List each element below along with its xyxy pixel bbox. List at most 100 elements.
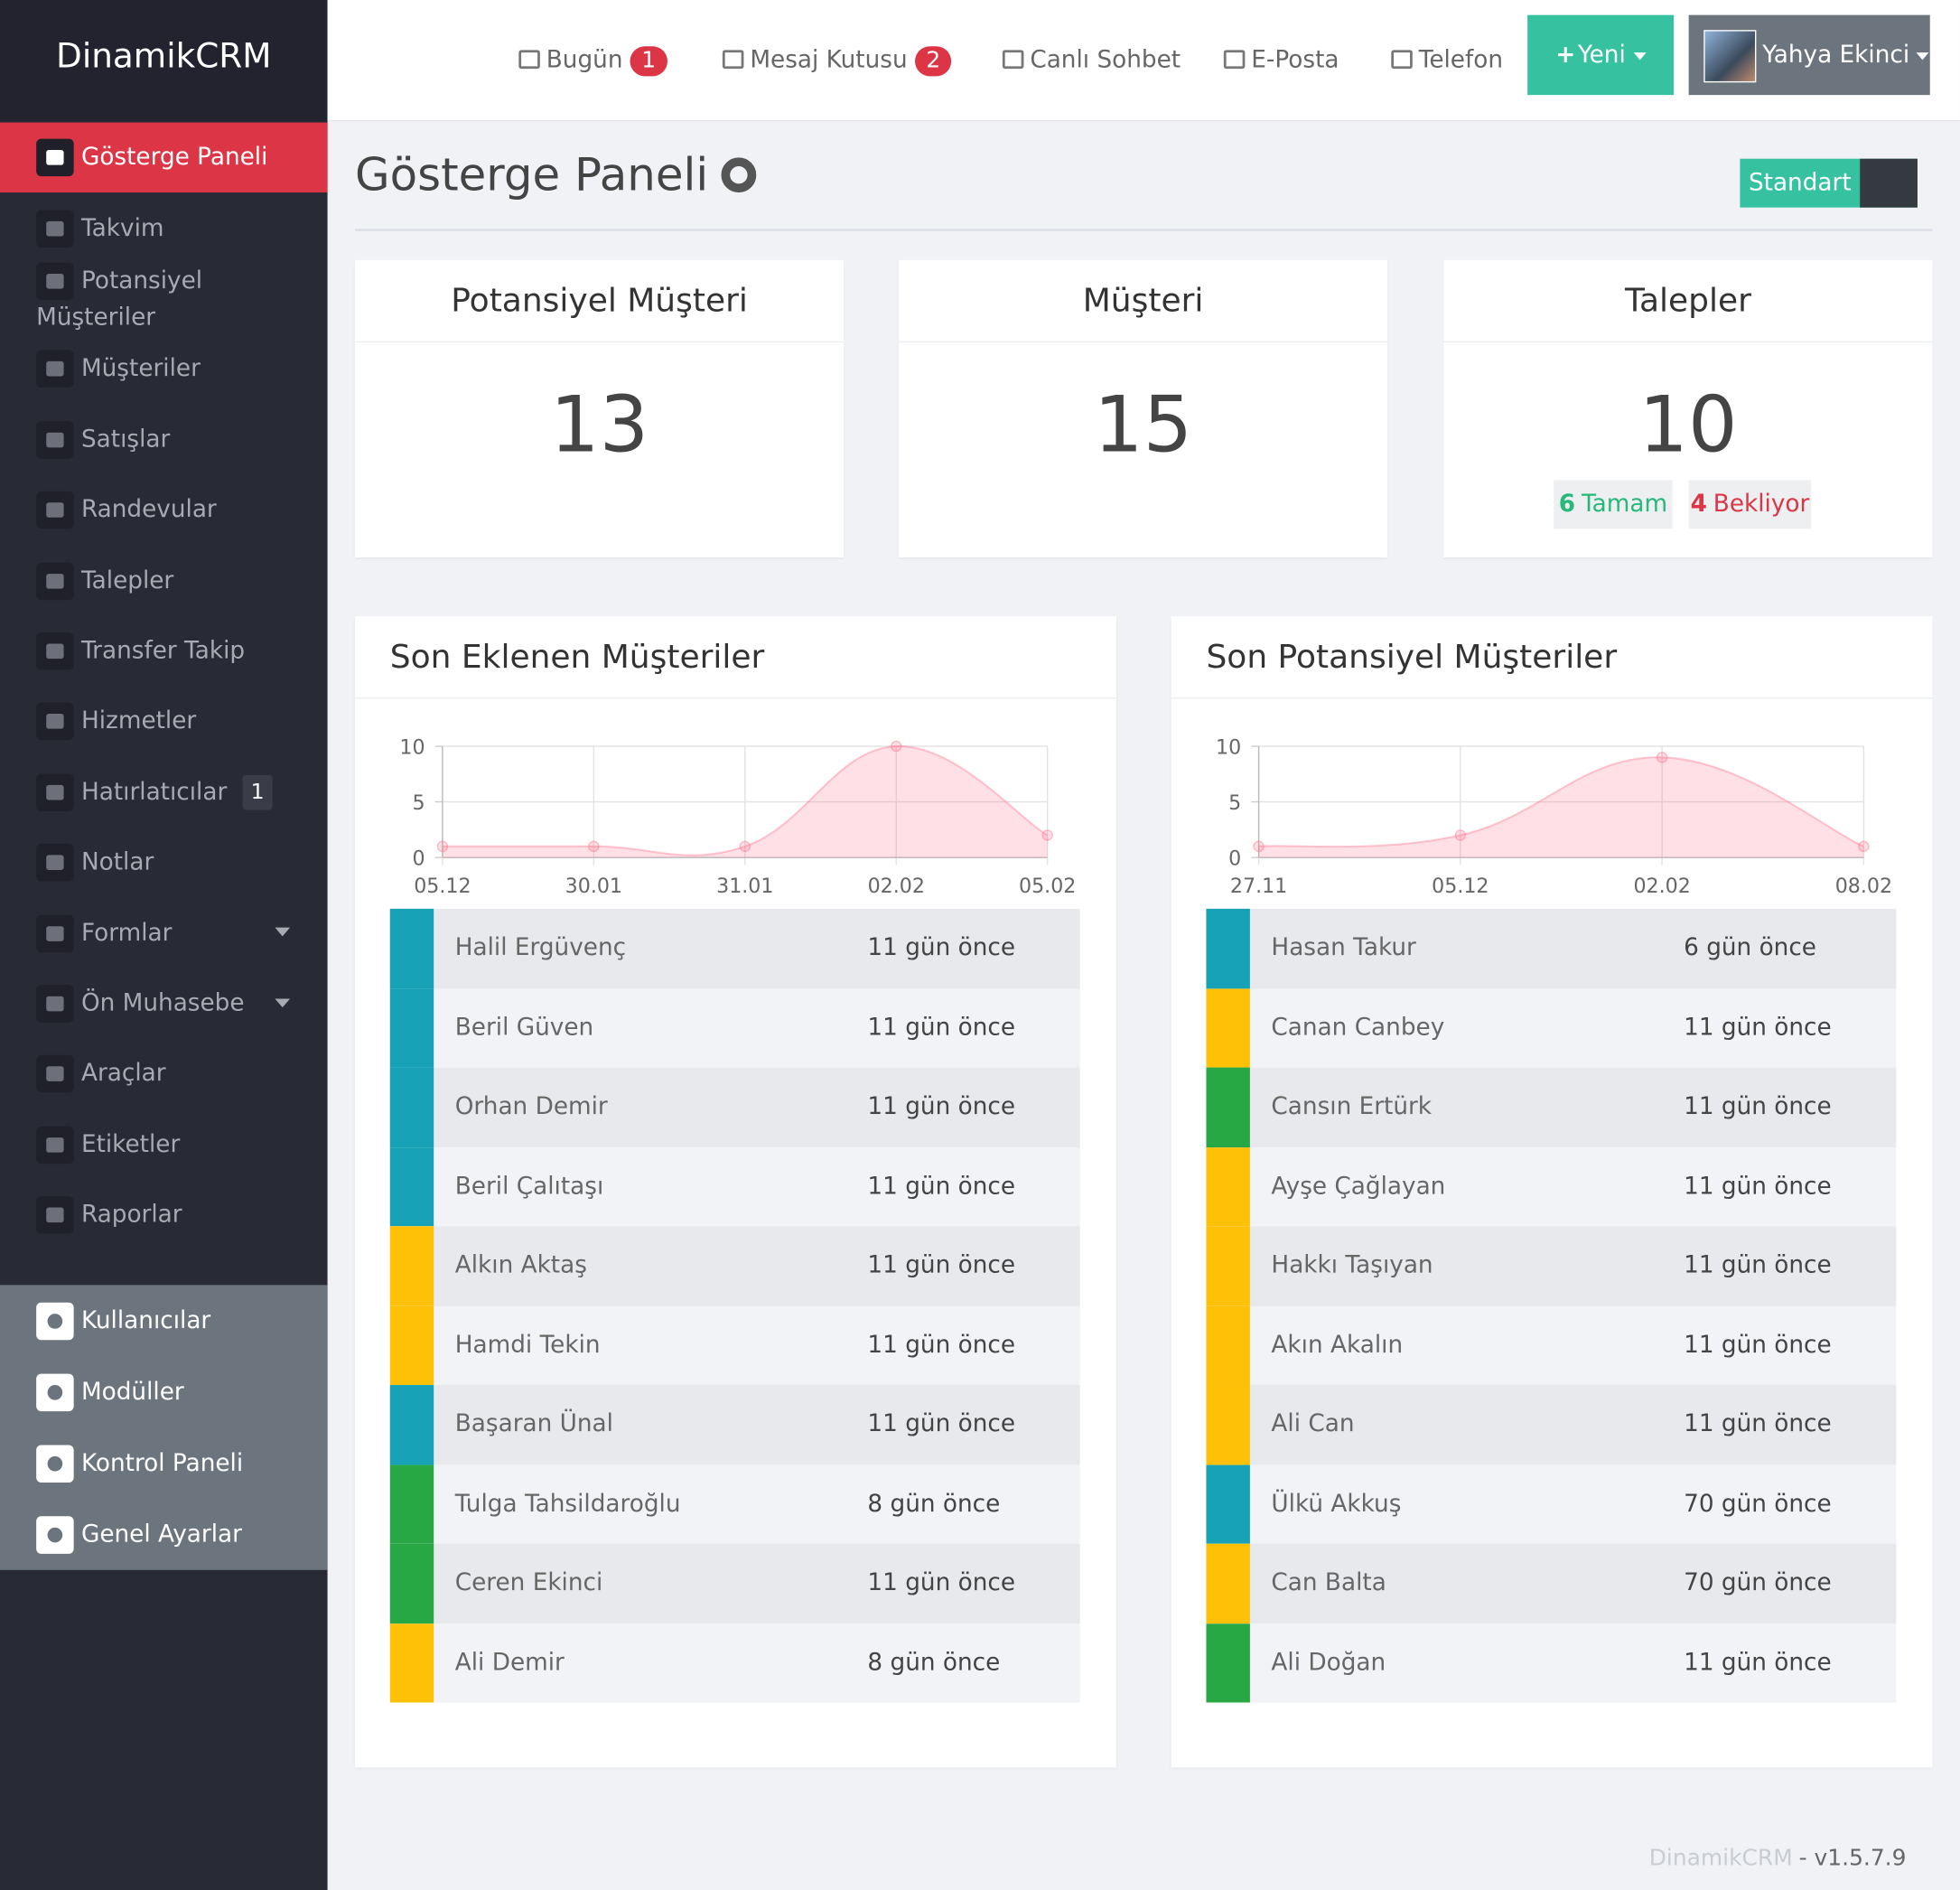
divider	[355, 229, 1933, 231]
admin-label: Modüller	[80, 1377, 184, 1406]
sidebar-item[interactable]: Müşteriler	[0, 334, 328, 405]
status-bar	[389, 1623, 434, 1703]
icon	[36, 773, 74, 811]
x-tick-label: 02.02	[1633, 875, 1690, 898]
sidebar-item[interactable]: Transfer Takip	[0, 616, 328, 687]
admin-item[interactable]: Kullanıcılar	[0, 1285, 328, 1356]
sidebar-link: Etiketler	[36, 1126, 293, 1164]
admin-item[interactable]: Kontrol Paneli	[0, 1427, 328, 1499]
row-time: 8 gün önce	[867, 1489, 1001, 1517]
row-time: 11 gün önce	[867, 1330, 1016, 1359]
list-row[interactable]: Can Balta 70 gün önce	[1206, 1543, 1897, 1623]
list-row[interactable]: Canan Canbey 11 gün önce	[1206, 987, 1897, 1068]
done-label: Tamam	[1581, 490, 1668, 518]
badge: 1	[241, 775, 274, 810]
sidebar-item[interactable]: Satışlar	[0, 405, 328, 475]
stat-card: Müşteri 15	[899, 259, 1388, 558]
row-time: 11 gün önce	[1684, 1409, 1832, 1438]
badge: 2	[914, 46, 952, 77]
glyph	[46, 220, 64, 236]
topbar-link[interactable]: Bugün 1	[518, 42, 667, 78]
status-bar	[389, 908, 434, 988]
sidebar-item[interactable]: Randevular	[0, 475, 328, 546]
sidebar-item[interactable]: Takvim	[0, 193, 328, 264]
list-row[interactable]: Halil Ergüvenç 11 gün önce	[389, 908, 1080, 988]
status-bar	[389, 1464, 434, 1544]
row-name: Başaran Ünal	[454, 1409, 613, 1438]
sidebar-label: Randevular	[80, 495, 217, 524]
sidebar-item[interactable]: Formlar	[0, 898, 328, 968]
row-time: 11 gün önce	[867, 1250, 1016, 1279]
sidebar-link: Potansiyel Müşteriler	[36, 262, 293, 335]
admin-link: Modüller	[36, 1372, 184, 1411]
line	[442, 744, 1049, 856]
topbar-link[interactable]: Mesaj Kutusu 2	[722, 42, 952, 78]
list-row[interactable]: Ayşe Çağlayan 11 gün önce	[1206, 1146, 1897, 1227]
x-tick-label: 05.12	[414, 875, 471, 898]
row-time: 11 gün önce	[1684, 1092, 1832, 1120]
list-row[interactable]: Tulga Tahsildaroğlu 8 gün önce	[389, 1464, 1080, 1544]
row-name: Hasan Takur	[1271, 933, 1416, 961]
sidebar-item[interactable]: Talepler	[0, 546, 328, 616]
sidebar-item[interactable]: Notlar	[0, 828, 328, 898]
topbar-label: Telefon	[1418, 46, 1503, 74]
sidebar-item[interactable]: Etiketler	[0, 1109, 328, 1180]
user-menu[interactable]: Yahya Ekinci	[1688, 14, 1930, 96]
list-row[interactable]: Beril Çalıtaşı 11 gün önce	[389, 1146, 1080, 1227]
stat-card: Potansiyel Müşteri 13	[355, 259, 845, 558]
list-row[interactable]: Alkın Aktaş 11 gün önce	[389, 1226, 1080, 1306]
sidebar-label: Transfer Takip	[80, 636, 246, 665]
row-time: 70 gün önce	[1684, 1568, 1832, 1596]
row-name: Tulga Tahsildaroğlu	[454, 1489, 681, 1517]
sidebar-link: Gösterge Paneli	[36, 138, 293, 177]
row-name: Ülkü Akkuş	[1271, 1489, 1402, 1517]
row-name: Alkın Aktaş	[454, 1250, 587, 1279]
list-row[interactable]: Ali Demir 8 gün önce	[389, 1623, 1080, 1703]
list-row[interactable]: Akın Akalın 11 gün önce	[1206, 1305, 1897, 1386]
list-row[interactable]: Ceren Ekinci 11 gün önce	[389, 1543, 1080, 1623]
icon	[36, 1372, 74, 1411]
icon	[36, 1444, 74, 1483]
glyph	[46, 714, 64, 730]
list-row[interactable]: Hasan Takur 6 gün önce	[1206, 908, 1897, 988]
topbar-link[interactable]: Telefon	[1391, 42, 1503, 78]
point	[436, 840, 449, 853]
status-bar	[1206, 908, 1250, 988]
glyph	[46, 996, 64, 1012]
list-row[interactable]: Orhan Demir 11 gün önce	[389, 1067, 1080, 1147]
sidebar-item[interactable]: Potansiyel Müşteriler	[0, 262, 328, 335]
sidebar: DinamikCRM Gösterge Paneli Takvim Potansiye…	[0, 0, 328, 1890]
list-row[interactable]: Hakkı Taşıyan 11 gün önce	[1206, 1226, 1897, 1306]
list-row[interactable]: Ali Doğan 11 gün önce	[1206, 1623, 1897, 1703]
admin-item[interactable]: Genel Ayarlar	[0, 1499, 328, 1570]
sidebar-item[interactable]: Raporlar	[0, 1180, 328, 1250]
list-row[interactable]: Cansın Ertürk 11 gün önce	[1206, 1067, 1897, 1147]
list-row[interactable]: Ali Can 11 gün önce	[1206, 1385, 1897, 1464]
sidebar-item[interactable]: Hizmetler	[0, 687, 328, 757]
status-bar	[389, 1226, 434, 1306]
list-row[interactable]: Hamdi Tekin 11 gün önce	[389, 1305, 1080, 1386]
sidebar-link: Hizmetler	[36, 703, 293, 741]
topbar-link[interactable]: E-Posta	[1223, 42, 1339, 78]
admin-label: Genel Ayarlar	[80, 1520, 242, 1548]
admin-item[interactable]: Modüller	[0, 1356, 328, 1427]
sidebar-item[interactable]: Gösterge Paneli	[0, 122, 328, 193]
list-row[interactable]: Başaran Ünal 11 gün önce	[389, 1385, 1080, 1464]
sidebar-item[interactable]: Ön Muhasebe	[0, 968, 328, 1039]
new-button[interactable]: + Yeni	[1527, 14, 1675, 96]
sidebar-link: Notlar	[36, 844, 293, 882]
done-count: 6	[1558, 490, 1576, 518]
topbar-link[interactable]: Canlı Sohbet	[1002, 42, 1181, 78]
avatar	[1703, 29, 1757, 82]
sidebar-item[interactable]: Araçlar	[0, 1039, 328, 1109]
y-tick-label: 10	[1216, 735, 1241, 759]
list-row[interactable]: Beril Güven 11 gün önce	[389, 987, 1080, 1068]
glyph	[46, 361, 64, 377]
sidebar-item[interactable]: Hatırlatıcılar 1	[0, 757, 328, 828]
list-row[interactable]: Ülkü Akkuş 70 gün önce	[1206, 1464, 1897, 1544]
icon	[518, 50, 540, 70]
y-tick-label: 5	[1228, 791, 1241, 815]
point	[1454, 829, 1467, 841]
mode-button[interactable]: Standart	[1740, 158, 1918, 208]
sidebar-label: Notlar	[80, 848, 154, 876]
